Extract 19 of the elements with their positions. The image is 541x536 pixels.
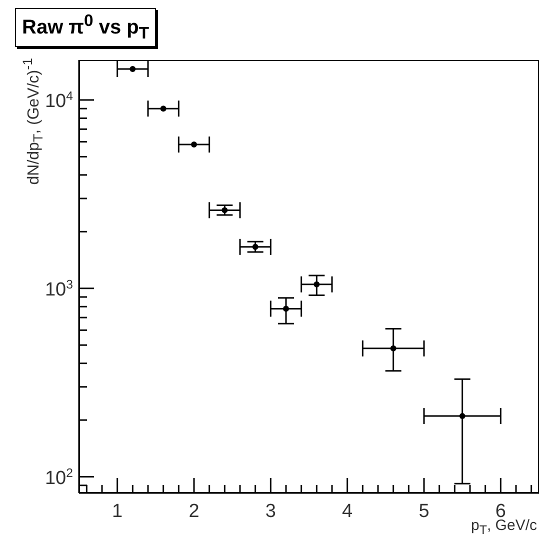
x-tick-label: 5 [418,501,430,522]
y-tick-label: 10$^{4}$ [44,88,74,112]
x-tick-label: 1 [112,501,123,522]
point [459,413,466,420]
point [252,244,258,250]
point [314,281,320,288]
x-axis-title: p$_{T}$, GeV/c [470,517,537,536]
point [283,306,289,312]
chart-title: Raw π$^{0}$ vs p$_{T}$ [15,8,156,47]
x-tick-label: 2 [188,501,200,522]
point [191,142,197,148]
x-tick-label: 4 [342,501,354,522]
point [130,66,136,72]
point [160,106,166,112]
x-tick-label: 3 [265,501,276,522]
point [390,345,396,352]
y-tick-label: 10$^{2}$ [44,466,74,489]
y-tick-label: 10$^{3}$ [44,277,74,300]
point [222,207,228,214]
